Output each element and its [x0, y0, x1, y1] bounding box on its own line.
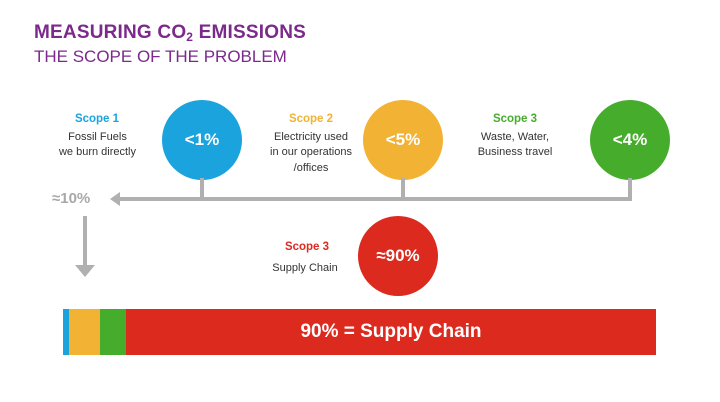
bar-segment-scope1	[63, 309, 69, 355]
scope2-desc-line1: Electricity used	[274, 131, 348, 143]
scope2-heading: Scope 2	[288, 113, 334, 125]
scope1-connector	[200, 178, 204, 200]
scope2-desc-line3: /offices	[293, 161, 329, 174]
scope2-connector	[401, 178, 405, 200]
title-subscript: 2	[186, 30, 194, 44]
scope3-circle: <4%	[590, 100, 670, 180]
scope1-value: <1%	[184, 130, 220, 149]
down-connector	[83, 216, 87, 266]
page-subtitle: THE SCOPE OF THE PROBLEM	[34, 47, 287, 66]
bar-segment-supply-chain	[126, 309, 656, 355]
arrow-left-icon	[110, 192, 120, 206]
supply-chain-value: ≈90%	[376, 246, 420, 265]
stacked-bar-label: 90% = Supply Chain	[300, 321, 482, 342]
arrow-down-icon	[75, 265, 95, 277]
title-end: EMISSIONS	[193, 22, 307, 43]
supply-chain-description: Supply Chain	[272, 262, 338, 274]
stacked-bar	[63, 309, 656, 355]
scope2-value: <5%	[385, 130, 421, 149]
subtotal-label: ≈10%	[52, 190, 91, 207]
scope3-desc-line1: Waste, Water,	[480, 131, 550, 143]
scope1-description: Fossil Fuels we burn directly	[40, 130, 155, 161]
supply-chain-heading: Scope 3	[284, 241, 330, 253]
scope1-desc-line2: we burn directly	[58, 146, 137, 159]
scope3-description: Waste, Water, Business travel	[462, 130, 568, 161]
scope2-desc-line2: in our operations	[270, 146, 352, 159]
scope3-desc-line2: Business travel	[477, 146, 553, 159]
scope1-circle: <1%	[162, 100, 242, 180]
bar-segment-scope2	[69, 309, 100, 355]
collector-line	[118, 197, 632, 201]
scope3-heading: Scope 3	[492, 113, 538, 125]
bar-segment-scope3-other	[100, 309, 126, 355]
scope2-description: Electricity used in our operations /offi…	[252, 130, 370, 176]
scope1-heading: Scope 1	[74, 113, 120, 125]
scope3-connector	[628, 178, 632, 200]
supply-chain-circle: ≈90%	[358, 216, 438, 296]
page-title: MEASURING CO2 EMISSIONS	[34, 22, 306, 44]
scope3-value: <4%	[612, 130, 648, 149]
scope2-circle: <5%	[363, 100, 443, 180]
scope1-desc-line1: Fossil Fuels	[68, 131, 127, 143]
title-main: MEASURING CO	[34, 22, 187, 43]
